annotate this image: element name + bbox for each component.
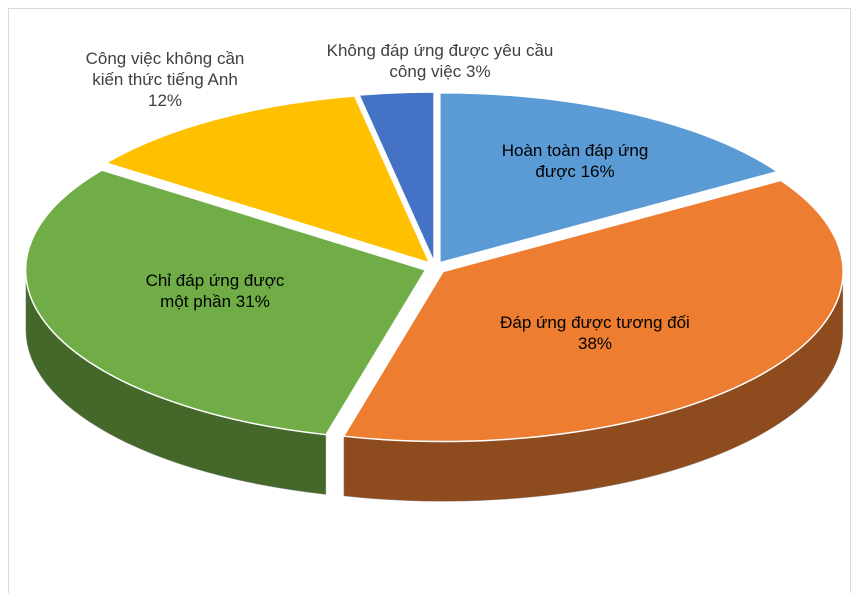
slice-label: Chỉ đáp ứng được một phần 31%: [130, 270, 300, 312]
slice-label: Không đáp ứng được yêu cầu công việc 3%: [310, 40, 570, 82]
value-label: 3%: [465, 62, 491, 81]
slice-label: Đáp ứng được tương đối 38%: [500, 312, 690, 354]
slice-label: Công việc không cần kiến thức tiếng Anh …: [75, 48, 255, 111]
slice-label: Hoàn toàn đáp ứng được 16%: [490, 140, 660, 182]
value-label: 16%: [580, 162, 615, 181]
pie-slice: [342, 179, 844, 443]
pie-slice: [24, 169, 427, 436]
pie-wall-shade: [343, 271, 844, 502]
value-label: 12%: [147, 91, 183, 110]
category-label: Chỉ đáp ứng được một phần: [145, 271, 285, 311]
value-label: 31%: [235, 292, 270, 311]
pie-slice: [104, 95, 432, 265]
pie-wall-shade: [25, 270, 327, 495]
category-label: Công việc không cần kiến thức tiếng Anh: [85, 49, 245, 89]
pie-slice: [357, 91, 435, 263]
category-label: Không đáp ứng được yêu cầu công việc: [326, 41, 554, 81]
category-label: Hoàn toàn đáp ứng được: [501, 141, 649, 181]
chart-frame: [8, 8, 851, 593]
category-label: Đáp ứng được tương đối: [500, 313, 690, 332]
pie-slice: [439, 91, 780, 264]
value-label: 38%: [577, 334, 613, 353]
